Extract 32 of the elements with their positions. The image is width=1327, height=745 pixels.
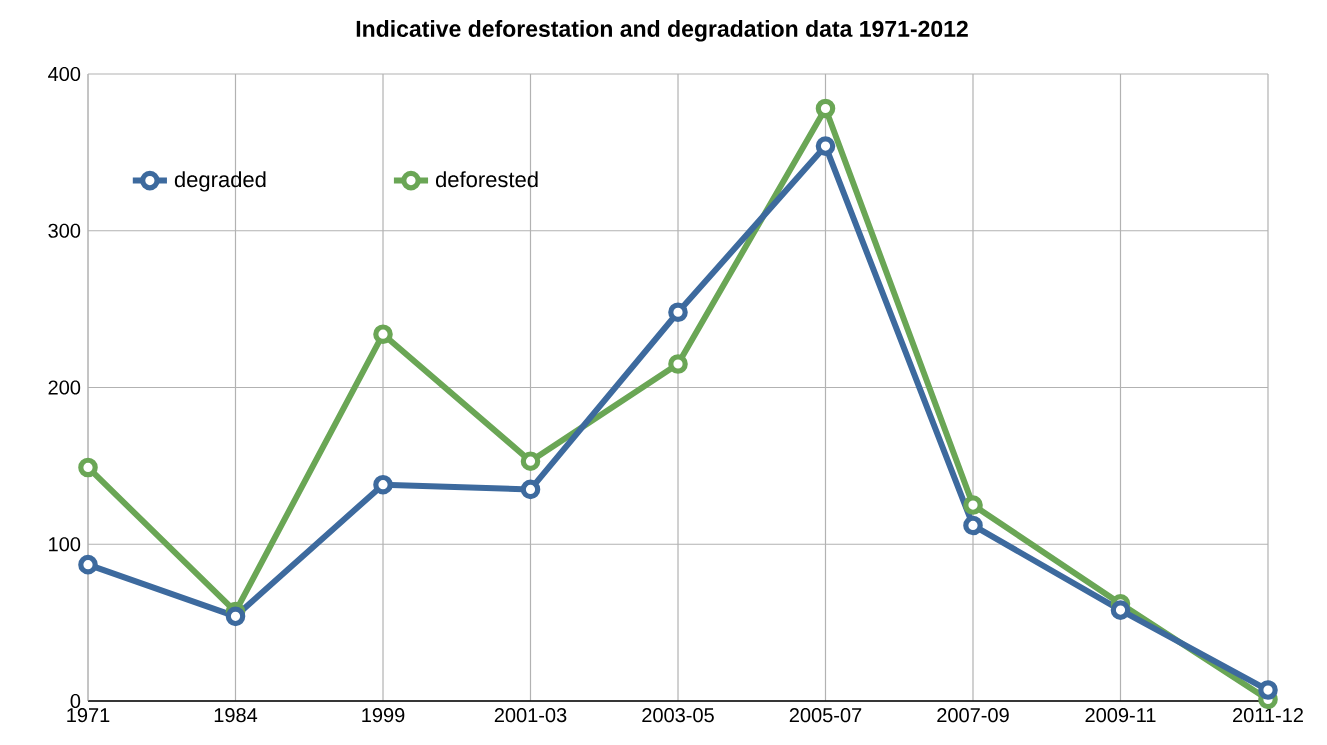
legend-label: degraded [174,171,266,192]
x-tick-label: 1984 [214,708,258,723]
x-tick-label: 1971 [67,708,110,723]
point [78,457,98,478]
point [1110,600,1131,620]
point [373,324,393,345]
x-tick-label: 2011-12 [1233,708,1303,723]
x-tick-label: 2001-03 [494,708,567,723]
y-tick-label: 100 [49,537,81,552]
point [520,479,541,500]
point [815,136,836,156]
point [963,515,983,536]
point [373,474,393,495]
point [668,354,688,374]
chart-title: Indicative deforestation and degradation data 1971-2012 [356,20,968,42]
y-tick-label: 0 [70,693,81,709]
x-tick-label: 2007-09 [937,708,1009,723]
point [1258,680,1278,700]
y-tick-label: 300 [48,223,81,238]
point [963,495,983,515]
y-tick-label: 200 [48,380,81,395]
point [815,98,836,119]
legend-label: deforested [435,171,538,188]
x-tick-label: 1999 [362,708,405,723]
point [225,606,246,627]
point [78,554,98,575]
point [668,302,688,323]
point [520,451,541,471]
x-tick-label: 2005-07 [789,708,862,723]
y-tick-label: 400 [48,66,81,82]
x-tick-label: 2009-11 [1085,708,1156,723]
x-tick-label: 2003-05 [642,708,714,723]
